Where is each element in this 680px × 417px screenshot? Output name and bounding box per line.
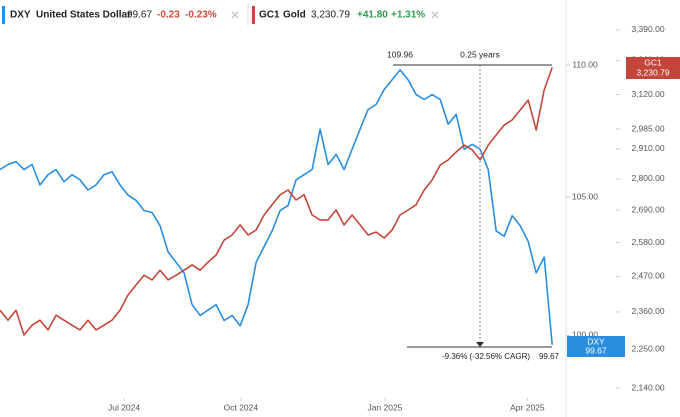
- annotation: 109.96: [387, 49, 413, 59]
- x-tick-label: Jan 2025: [367, 402, 402, 412]
- annotation: -9.36% (-32.56% CAGR): [442, 352, 530, 361]
- y2-tick-label: 3,390.00: [631, 24, 664, 34]
- legend-swatch: [2, 6, 5, 24]
- y-tick-label: 110.00: [572, 59, 598, 69]
- y2-tick-label: 2,800.00: [631, 173, 664, 183]
- legend-symbol: GC1: [259, 10, 280, 21]
- plot: Jul 2024 Oct 2024 Jan 2025 Apr 2025 100.00 10…: [0, 24, 665, 412]
- last-tag: [626, 57, 680, 79]
- annotation: 99.67: [539, 352, 560, 361]
- measure: 109.96 0.25 years -9.36% (-32.56% CAGR) …: [387, 49, 560, 361]
- legend-change-pct: -0.23%: [185, 10, 217, 21]
- y-tick-label: 105.00: [572, 191, 598, 201]
- measure-arrow: [476, 342, 484, 347]
- legend-change-pct: +1.31%: [391, 10, 425, 21]
- legend-description: Gold: [283, 10, 306, 21]
- y2-tick-label: 2,140.00: [631, 382, 664, 392]
- annotation: 0.25 years: [460, 49, 500, 59]
- last-tag-value: 99.67: [585, 345, 607, 355]
- legend-change: -0.23: [157, 10, 180, 21]
- series-line: [0, 69, 553, 345]
- y2-tick-label: 2,690.00: [631, 204, 664, 214]
- y2-tick-label: 2,250.00: [631, 343, 664, 353]
- legend-change: +41.80: [357, 10, 388, 21]
- legend-last: 99.67: [127, 10, 152, 21]
- legend-last: 3,230.79: [311, 10, 350, 21]
- last-tag-name: GC1: [644, 57, 662, 67]
- y2-tick-label: 2,470.00: [631, 271, 664, 281]
- last-tag-value: 3,230.79: [636, 67, 669, 77]
- last-tag-name: DXY: [587, 336, 605, 346]
- last-tag: [567, 336, 625, 357]
- legend-icons: [231, 11, 439, 19]
- x-tick-label: Apr 2025: [510, 402, 545, 412]
- axis-tags: GC1 3,230.79 DXY 99.67: [567, 57, 680, 357]
- y2-tick-label: 2,910.00: [631, 143, 664, 153]
- y-tick-label: 100.00: [572, 330, 598, 340]
- series-line: [0, 67, 553, 336]
- legend-description: United States Dollar: [36, 10, 131, 21]
- x-tick-label: Jul 2024: [108, 402, 140, 412]
- y2-tick-label: 3,120.00: [631, 89, 664, 99]
- legend-symbol: DXY: [10, 10, 31, 21]
- y2-tick-label: 2,360.00: [631, 306, 664, 316]
- y2-tick-label: 2,580.00: [631, 237, 664, 247]
- x-tick-label: Oct 2024: [224, 402, 259, 412]
- legend-swatch: [252, 6, 255, 24]
- y2-tick-label: 2,985.00: [631, 123, 664, 133]
